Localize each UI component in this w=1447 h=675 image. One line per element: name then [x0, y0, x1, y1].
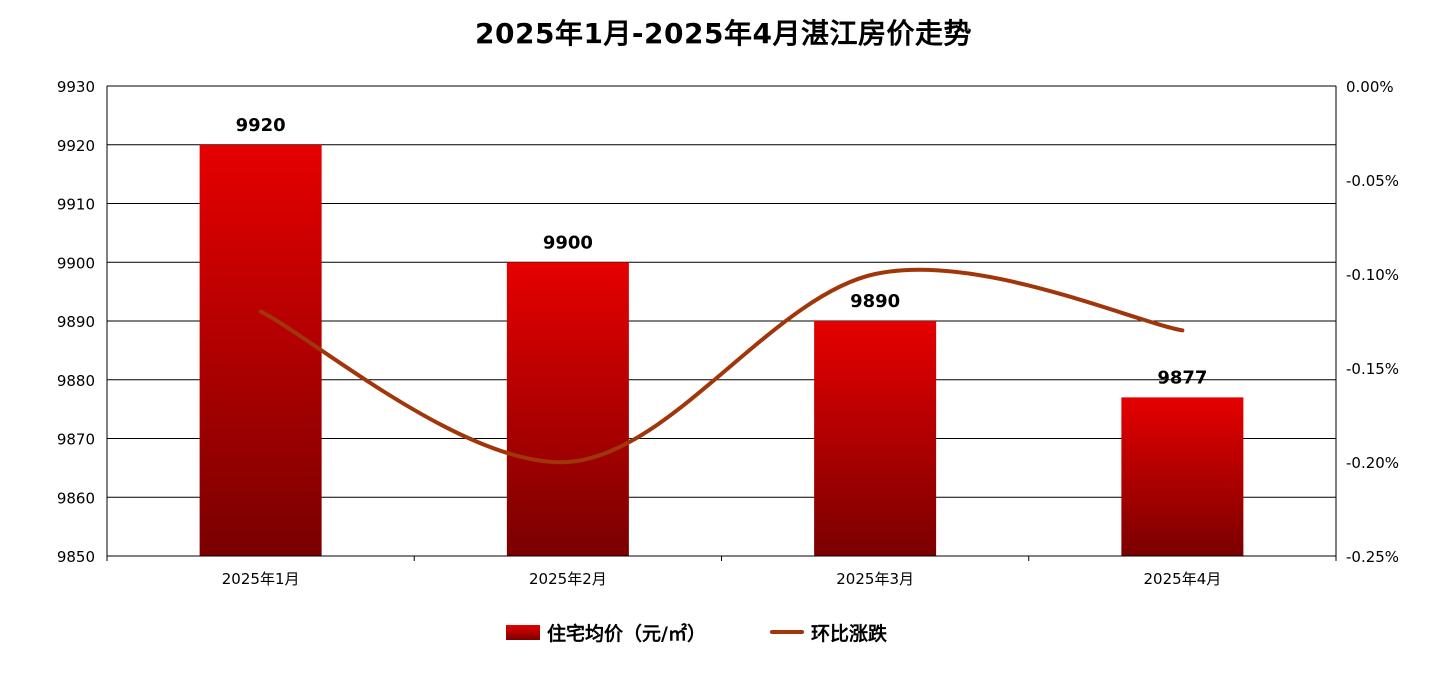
- axes: 9850 9860 9870 9880 9890 9900 9910 9920 9930 -0.2…: [57, 78, 1399, 588]
- legend-bar-swatch: [506, 624, 540, 640]
- y-right-tick-label: -0.25%: [1346, 548, 1399, 566]
- y-left-tick-label: 9860: [57, 489, 95, 507]
- y-right-tick-label: -0.10%: [1346, 266, 1399, 284]
- y-left-tick-label: 9920: [57, 137, 95, 155]
- y-left-tick-label: 9890: [57, 313, 95, 331]
- legend-item-change: 环比涨跌: [770, 617, 887, 647]
- bar-data-label: 9890: [850, 291, 900, 312]
- y-right-tick-label: -0.15%: [1346, 360, 1399, 378]
- y-right-tick-label: -0.05%: [1346, 172, 1399, 190]
- x-tick-label: 2025年3月: [836, 570, 914, 588]
- y-left-tick-label: 9930: [57, 78, 95, 96]
- legend-item-price: 住宅均价（元/㎡）: [506, 617, 706, 647]
- line-series: [258, 267, 1185, 465]
- y-left-tick-label: 9850: [57, 548, 95, 566]
- legend-line-swatch: [770, 630, 804, 634]
- bar: [814, 321, 937, 556]
- bar: [506, 262, 629, 556]
- bar: [199, 144, 322, 556]
- y-right-tick-label: -0.20%: [1346, 454, 1399, 472]
- change-line: [258, 267, 1185, 465]
- legend-label-change: 环比涨跌: [811, 622, 888, 645]
- bar-series: [199, 144, 1244, 556]
- x-tick-label: 2025年1月: [222, 570, 300, 588]
- x-tick-label: 2025年2月: [529, 570, 607, 588]
- legend-label-price: 住宅均价（元/㎡）: [547, 622, 706, 645]
- data-labels: 9920 9900 9890 9877: [236, 115, 1208, 389]
- bar-data-label: 9877: [1157, 367, 1207, 388]
- y-left-tick-label: 9880: [57, 372, 95, 390]
- y-left-tick-label: 9870: [57, 431, 95, 449]
- x-tick-label: 2025年4月: [1144, 570, 1222, 588]
- bar-data-label: 9900: [543, 232, 593, 253]
- y-right-tick-label: 0.00%: [1346, 78, 1394, 96]
- bar: [1121, 397, 1244, 556]
- y-left-tick-label: 9900: [57, 254, 95, 272]
- chart-title: 2025年1月-2025年4月湛江房价走势: [475, 17, 972, 50]
- y-left-tick-label: 9910: [57, 196, 95, 214]
- bar-data-label: 9920: [236, 115, 286, 136]
